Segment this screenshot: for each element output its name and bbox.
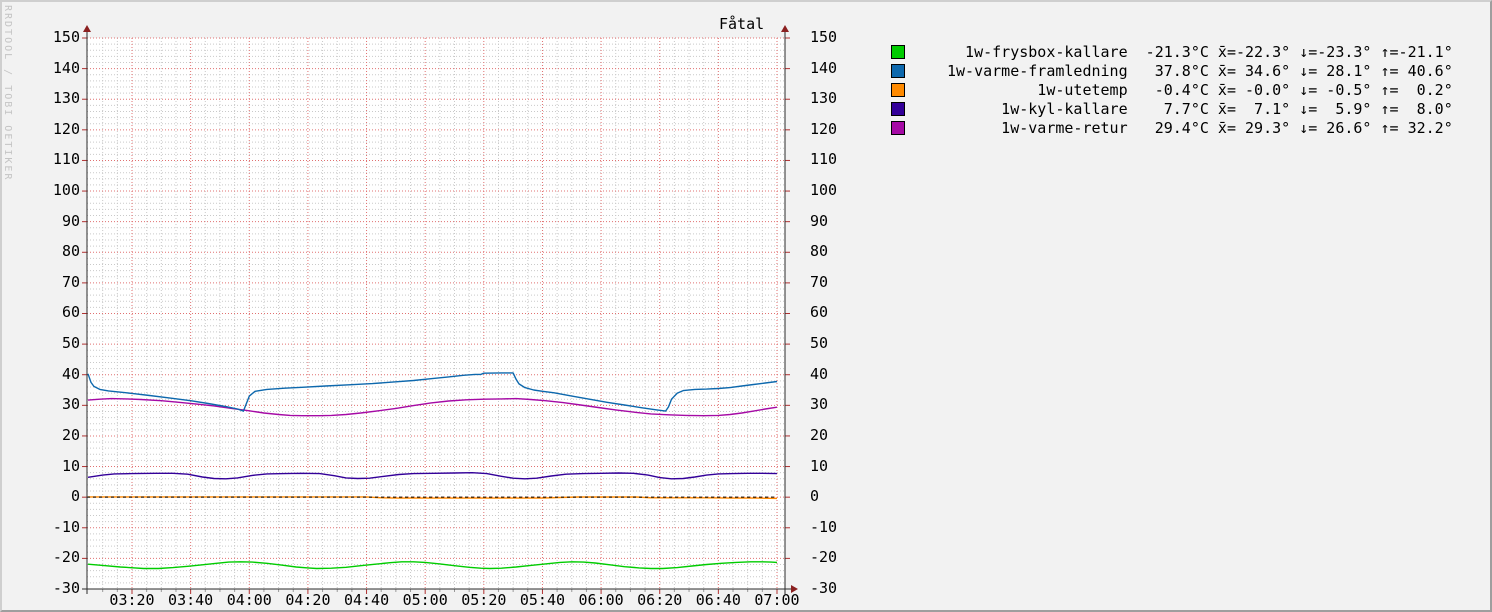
y-tick-label: 110 [52, 150, 80, 169]
legend-color-swatch [891, 63, 905, 78]
legend-row-text: 1w-varme-retur 29.4°C x̄= 29.3° ↓= 26.6°… [947, 118, 1453, 137]
y-tick-label: 90 [61, 211, 80, 230]
chart-title: Fåtal [719, 15, 765, 33]
rrdtool-watermark: RRDTOOL / TOBI OETIKER [2, 5, 13, 182]
y-tick-label: -30 [52, 578, 80, 597]
series-1w-frysbox-kallare-line [87, 561, 778, 570]
x-tick-label: 03:20 [109, 591, 155, 609]
y-tick-label: 110 [810, 150, 838, 169]
y-tick-label: 140 [810, 58, 838, 77]
y-axis-arrow-left [83, 25, 91, 32]
legend-color-swatch [891, 82, 905, 97]
y-tick-label: 60 [810, 303, 829, 322]
y-tick-label: -20 [810, 548, 838, 567]
y-tick-label: 30 [810, 395, 829, 414]
y-tick-label: 130 [810, 89, 838, 108]
x-tick-label: 03:40 [168, 591, 214, 609]
y-tick-label: 40 [61, 364, 80, 383]
x-axis-arrow [791, 585, 798, 593]
x-tick-label: 04:40 [343, 591, 390, 609]
y-tick-label: 90 [810, 211, 829, 230]
y-tick-label: 20 [61, 425, 80, 444]
y-tick-label: 30 [61, 395, 80, 414]
y-tick-label: -20 [52, 548, 80, 567]
y-tick-label: 150 [810, 28, 838, 46]
y-tick-label: 80 [61, 242, 80, 261]
legend-color-swatch [891, 101, 905, 116]
x-tick-label: 05:00 [402, 591, 448, 609]
legend-row-text: 1w-varme-framledning 37.8°C x̄= 34.6° ↓=… [947, 61, 1453, 80]
y-tick-label: 50 [810, 334, 829, 353]
y-tick-label: -10 [810, 517, 838, 536]
y-tick-label: 20 [810, 425, 829, 444]
x-tick-label: 04:20 [285, 591, 331, 609]
y-tick-label: 130 [52, 89, 80, 108]
x-tick-label: 05:20 [461, 591, 507, 609]
x-tick-label: 06:40 [695, 591, 741, 609]
y-tick-label: 10 [61, 456, 80, 475]
series-1w-varme-retur-line [87, 397, 778, 417]
y-tick-label: 120 [52, 119, 80, 138]
x-tick-label: 04:00 [226, 591, 272, 609]
y-tick-label: 120 [810, 119, 838, 138]
y-tick-label: 0 [70, 487, 80, 506]
y-axis-arrow-right [781, 25, 789, 32]
legend-row-kyl-kallare: 1w-kyl-kallare 7.7°C x̄= 7.1° ↓= 5.9° ↑=… [891, 99, 1453, 118]
y-tick-label: 50 [61, 334, 80, 353]
y-tick-label: 60 [61, 303, 80, 322]
x-tick-label: 06:20 [637, 591, 683, 609]
y-tick-label: 70 [810, 272, 829, 291]
legend-row-text: 1w-frysbox-kallare -21.3°C x̄=-22.3° ↓=-… [947, 42, 1453, 61]
legend-row-text: 1w-utetemp -0.4°C x̄= -0.0° ↓= -0.5° ↑= … [947, 80, 1453, 99]
y-tick-label: 10 [810, 456, 829, 475]
legend-row-utetemp: 1w-utetemp -0.4°C x̄= -0.0° ↓= -0.5° ↑= … [891, 80, 1453, 99]
legend: 1w-frysbox-kallare -21.3°C x̄=-22.3° ↓=-… [891, 42, 1453, 137]
y-tick-label: -30 [810, 578, 838, 597]
y-tick-label: 150 [52, 28, 80, 46]
legend-row-text: 1w-kyl-kallare 7.7°C x̄= 7.1° ↓= 5.9° ↑=… [947, 99, 1453, 118]
y-tick-label: 40 [810, 364, 829, 383]
series-1w-varme-framledning-line [87, 372, 778, 412]
legend-row-varme-framledning: 1w-varme-framledning 37.8°C x̄= 34.6° ↓=… [891, 61, 1453, 80]
x-tick-label: 05:40 [519, 591, 566, 609]
y-tick-label: 100 [810, 181, 838, 200]
y-tick-label: -10 [52, 517, 80, 536]
series-1w-kyl-kallare-line [87, 472, 778, 480]
legend-row-frysbox-kallare: 1w-frysbox-kallare -21.3°C x̄=-22.3° ↓=-… [891, 42, 1453, 61]
x-tick-label: 06:00 [578, 591, 624, 609]
legend-color-swatch [891, 120, 905, 135]
y-tick-label: 140 [52, 58, 80, 77]
y-tick-label: 100 [52, 181, 80, 200]
y-tick-label: 80 [810, 242, 829, 261]
y-tick-label: 70 [61, 272, 80, 291]
legend-color-swatch [891, 44, 905, 59]
y-tick-label: 0 [810, 487, 820, 506]
x-tick-label: 07:00 [754, 591, 800, 609]
legend-row-varme-retur: 1w-varme-retur 29.4°C x̄= 29.3° ↓= 26.6°… [891, 118, 1453, 137]
